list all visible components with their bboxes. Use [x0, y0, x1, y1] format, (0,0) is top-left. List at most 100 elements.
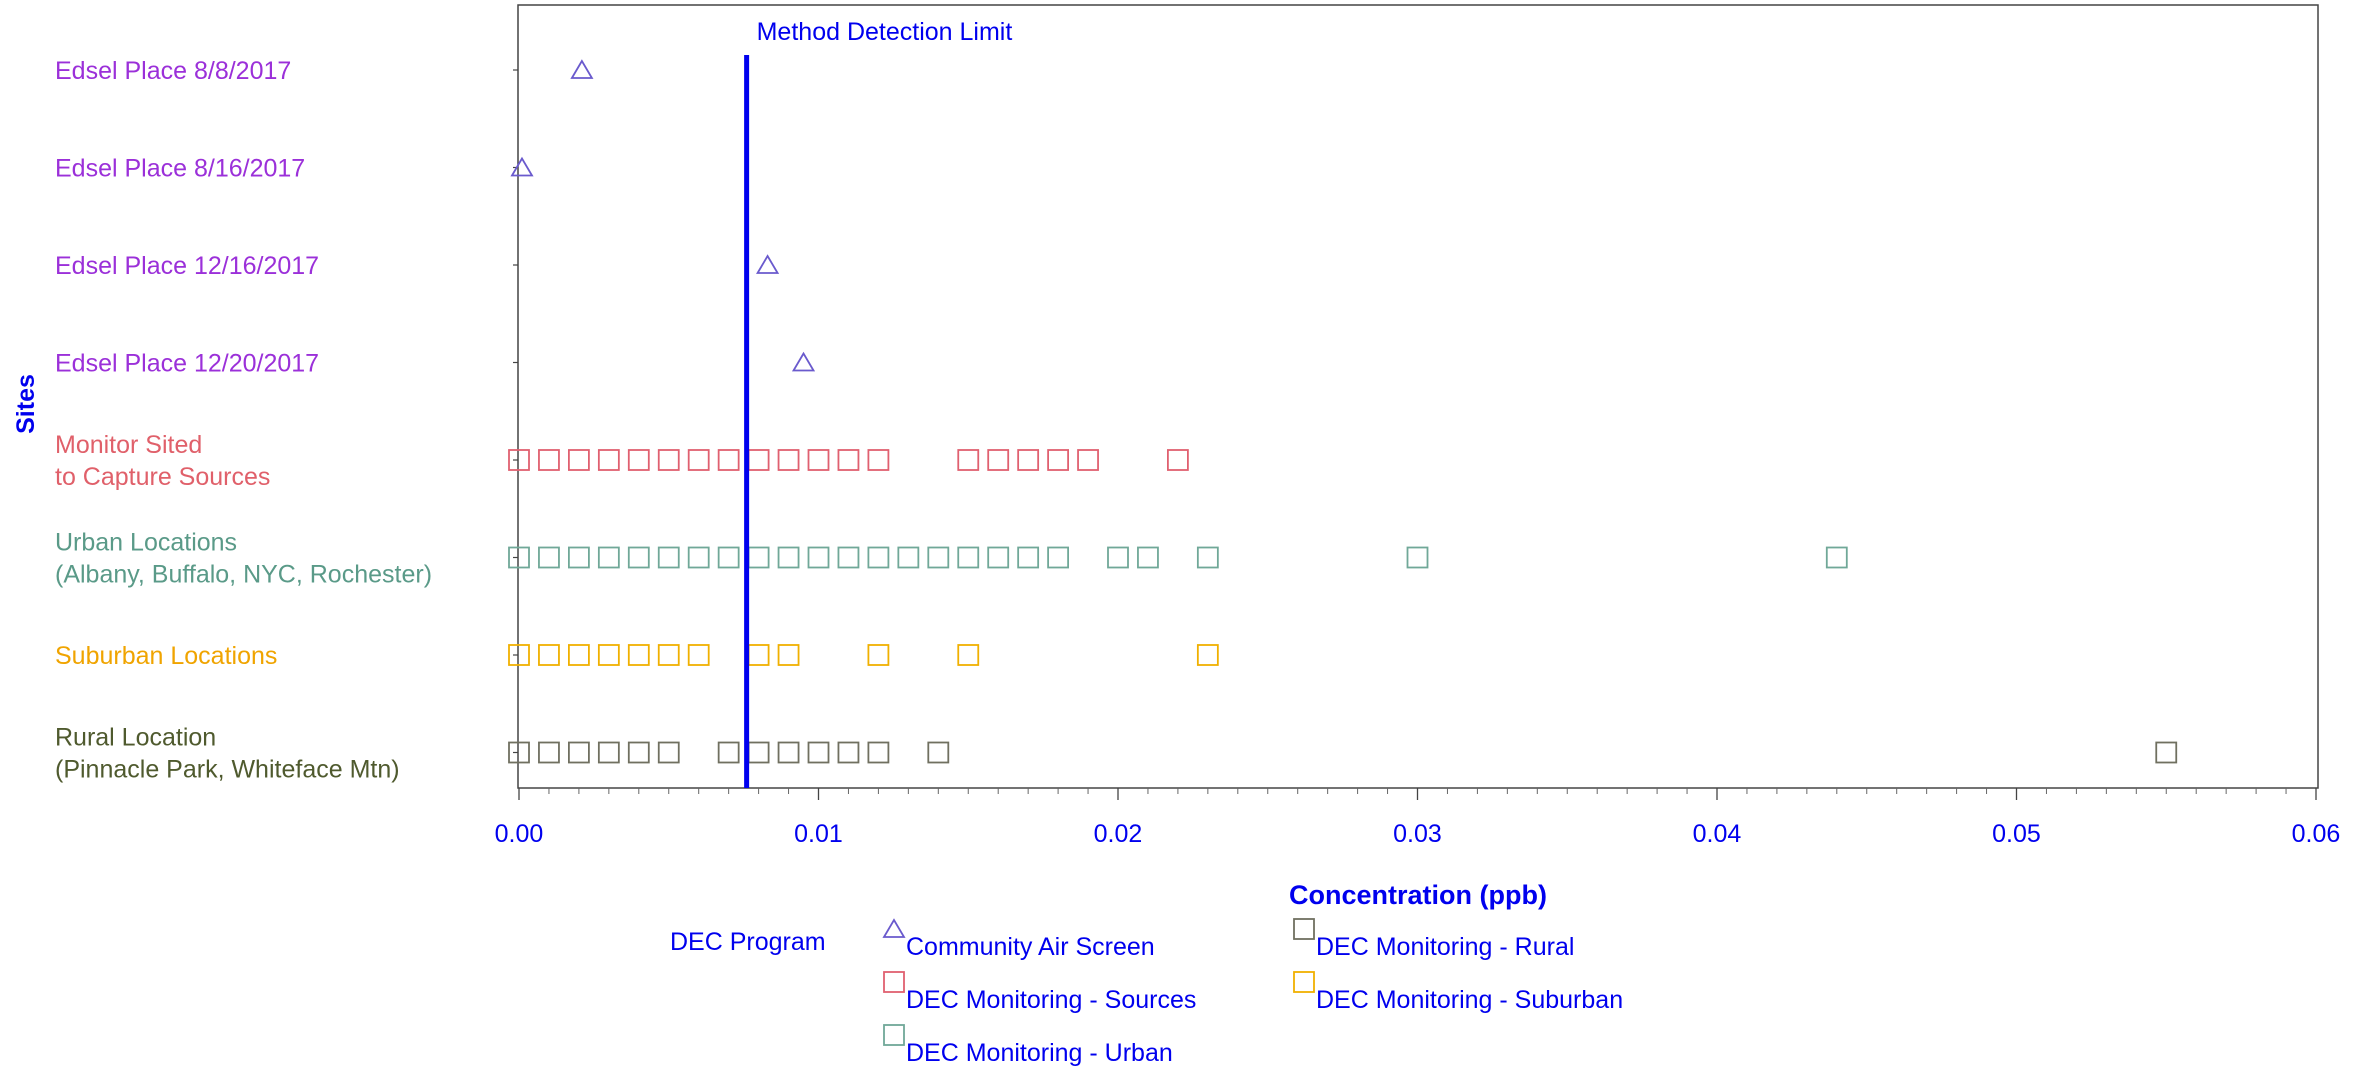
- data-point: [568, 546, 590, 569]
- data-point: [807, 546, 830, 569]
- mdl-label: Method Detection Limit: [757, 18, 1013, 46]
- x-tick-label: 0.02: [1094, 820, 1143, 848]
- data-point: [687, 449, 710, 471]
- y-category-label: to Capture Sources: [55, 463, 270, 491]
- data-point: [597, 546, 620, 569]
- data-point: [1167, 449, 1189, 471]
- data-point: [777, 644, 800, 666]
- legend-label: DEC Monitoring - Suburban: [1316, 986, 1623, 1014]
- data-point: [1017, 449, 1040, 471]
- data-point: [717, 546, 740, 569]
- data-point: [1406, 546, 1429, 569]
- data-point: [1137, 546, 1159, 569]
- data-point: [508, 449, 530, 471]
- data-point: [1825, 546, 1848, 569]
- data-point: [717, 449, 740, 471]
- legend-marker: [883, 971, 905, 993]
- legend-marker: [882, 918, 906, 938]
- legend: DEC Program Community Air Screen DEC Moni…: [670, 918, 1623, 1067]
- data-point: [1196, 644, 1219, 666]
- data-point: [807, 741, 830, 764]
- data-point: [957, 449, 980, 471]
- legend-marker: [1293, 971, 1315, 993]
- data-point: [657, 644, 680, 666]
- legend-title: DEC Program: [670, 928, 826, 956]
- data-point: [570, 59, 594, 79]
- data-point: [1047, 546, 1069, 569]
- data-point: [2155, 741, 2178, 764]
- data-point: [568, 449, 590, 471]
- data-point: [538, 546, 560, 569]
- y-category-label: Rural Location: [55, 724, 216, 752]
- data-point: [987, 449, 1010, 471]
- legend-label: Community Air Screen: [906, 933, 1155, 961]
- data-point: [1047, 449, 1069, 471]
- legend-marker: [1293, 918, 1315, 940]
- legend-marker: [883, 1024, 905, 1046]
- data-point: [837, 741, 860, 764]
- data-point: [538, 741, 560, 764]
- x-axis-title: Concentration (ppb): [1289, 880, 1547, 910]
- data-point: [508, 741, 530, 764]
- data-point: [927, 546, 950, 569]
- data-point: [1077, 449, 1099, 471]
- data-point: [510, 156, 534, 177]
- data-point: [538, 644, 560, 666]
- data-point: [837, 546, 860, 569]
- y-category-label: Edsel Place 12/16/2017: [55, 252, 319, 280]
- data-point: [777, 449, 800, 471]
- legend-label: DEC Monitoring - Rural: [1316, 933, 1574, 961]
- data-point: [627, 449, 650, 471]
- x-tick-label: 0.04: [1693, 820, 1742, 848]
- data-point: [597, 644, 620, 666]
- legend-label: DEC Monitoring - Sources: [906, 986, 1196, 1014]
- data-point: [791, 351, 816, 372]
- legend-label: DEC Monitoring - Urban: [906, 1039, 1173, 1067]
- data-point: [597, 741, 620, 764]
- y-category-label: Edsel Place 8/8/2017: [55, 57, 291, 85]
- y-category-label: Suburban Locations: [55, 642, 277, 670]
- data-point: [568, 644, 590, 666]
- method-detection-limit: Method Detection Limit: [744, 18, 1013, 788]
- data-point: [508, 644, 530, 666]
- data-point: [508, 546, 530, 569]
- data-point: [867, 546, 890, 569]
- data-point: [1017, 546, 1040, 569]
- x-tick-label: 0.06: [2292, 820, 2341, 848]
- data-point: [756, 254, 780, 274]
- plot-frame: [517, 4, 2319, 789]
- data-point: [897, 546, 920, 569]
- y-category-label: Edsel Place 12/20/2017: [55, 350, 319, 378]
- data-point: [987, 546, 1010, 569]
- data-point: [1107, 546, 1129, 569]
- y-axis-title: Sites: [12, 374, 40, 434]
- data-point: [777, 741, 800, 764]
- data-point: [657, 741, 680, 764]
- x-tick-label: 0.01: [794, 820, 843, 848]
- data-point: [627, 546, 650, 569]
- data-point: [957, 546, 980, 569]
- data-point: [717, 741, 740, 764]
- y-category-label: (Pinnacle Park, Whiteface Mtn): [55, 756, 400, 784]
- data-point: [627, 741, 650, 764]
- x-tick-label: 0.03: [1393, 820, 1442, 848]
- data-markers: [508, 59, 2178, 764]
- data-point: [627, 644, 650, 666]
- data-point: [867, 644, 890, 666]
- y-category-label: (Albany, Buffalo, NYC, Rochester): [55, 561, 432, 589]
- data-point: [837, 449, 860, 471]
- x-axis: 0.00 0.01 0.02 0.03 0.04 0.05 0.06: [495, 788, 2341, 848]
- x-tick-label: 0.05: [1992, 820, 2041, 848]
- data-point: [657, 449, 680, 471]
- data-point: [1196, 546, 1219, 569]
- y-category-label: Edsel Place 8/16/2017: [55, 155, 305, 183]
- y-category-label: Monitor Sited: [55, 431, 202, 459]
- x-tick-label: 0.00: [495, 820, 544, 848]
- y-category-label: Urban Locations: [55, 529, 237, 557]
- data-point: [957, 644, 980, 666]
- data-point: [538, 449, 560, 471]
- data-point: [568, 741, 590, 764]
- data-point: [807, 449, 830, 471]
- data-point: [777, 546, 800, 569]
